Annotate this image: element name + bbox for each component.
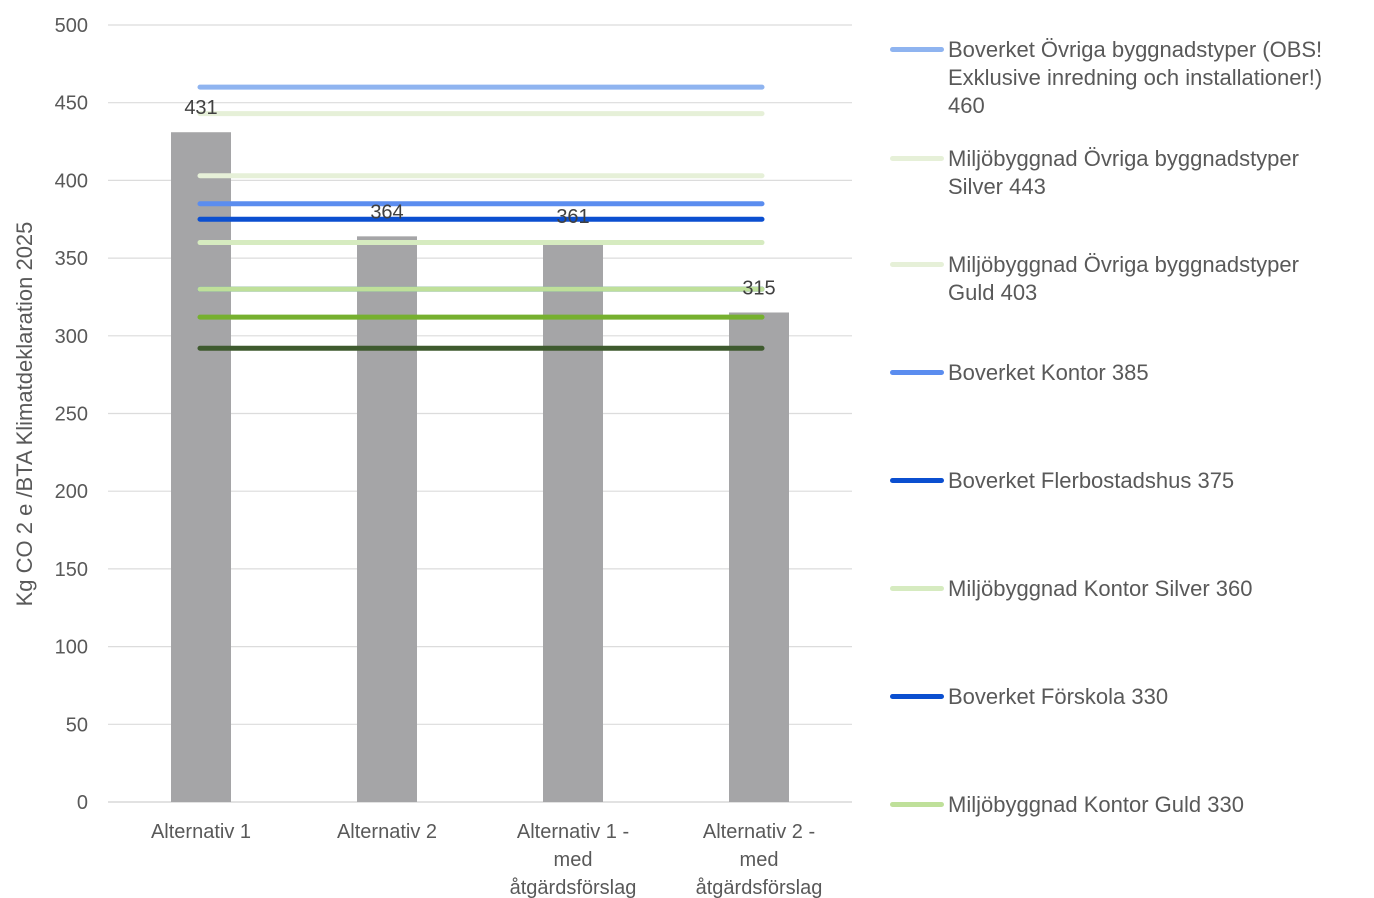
x-axis-categories: Alternativ 1 Alternativ 2 Alternativ 1 -me… — [151, 821, 822, 898]
legend-item: Miljöbyggnad Övriga byggnadstyper Silver… — [890, 145, 1368, 201]
legend-swatch — [890, 802, 944, 807]
y-tick-label: 500 — [55, 15, 88, 37]
x-tick-label: Alternativ 1 — [151, 821, 251, 843]
y-tick-label: 150 — [55, 559, 88, 581]
y-tick-label: 350 — [55, 248, 88, 270]
gridlines — [108, 24, 852, 803]
x-tick-label: Alternativ 2 -med åtgärdsförslag — [696, 821, 823, 898]
legend-swatch — [890, 262, 944, 267]
data-labels: 431 364 361 315 — [184, 97, 775, 299]
legend-item: Boverket Övriga byggnadstyper (OBS! Exkl… — [890, 36, 1368, 120]
x-tick-label: Alternativ 2 — [337, 821, 437, 843]
y-tick-label: 400 — [55, 170, 88, 192]
legend-label: Miljöbyggnad Övriga byggnadstyper Silver… — [948, 146, 1299, 199]
bars — [171, 132, 789, 803]
y-tick-label: 200 — [55, 481, 88, 503]
y-tick-label: 250 — [55, 404, 88, 426]
legend-label: Boverket Övriga byggnadstyper (OBS! Exkl… — [948, 37, 1323, 118]
legend-item: Boverket Förskola 330 — [890, 683, 1368, 711]
data-label: 315 — [742, 277, 775, 299]
data-label: 364 — [370, 201, 403, 223]
legend-label: Miljöbyggnad Kontor Silver 360 — [948, 576, 1253, 601]
y-tick-label: 100 — [55, 637, 88, 659]
data-label: 431 — [184, 97, 217, 119]
y-axis-label: Kg CO 2 e /BTA Klimatdeklaration 2025 — [12, 222, 37, 607]
legend-swatch — [890, 478, 944, 483]
bar — [171, 132, 231, 802]
y-axis-ticks: 0 50 100 150 200 250 300 350 400 450 500 — [55, 15, 88, 814]
y-tick-label: 300 — [55, 326, 88, 348]
legend-item: Miljöbyggnad Kontor Silver 360 — [890, 575, 1368, 603]
legend-label: Boverket Kontor 385 — [948, 360, 1149, 385]
legend-swatch — [890, 586, 944, 591]
legend-item: Miljöbyggnad Övriga byggnadstyper Guld 4… — [890, 251, 1368, 307]
y-tick-label: 50 — [66, 714, 88, 736]
y-tick-label: 450 — [55, 93, 88, 115]
bar — [543, 241, 603, 803]
reference-lines — [197, 84, 765, 351]
legend-swatch — [890, 156, 944, 161]
y-tick-label: 0 — [77, 792, 88, 814]
legend-swatch — [890, 370, 944, 375]
legend-item: Boverket Flerbostadshus 375 — [890, 467, 1368, 495]
legend-swatch — [890, 47, 944, 52]
legend-swatch — [890, 694, 944, 699]
bar — [729, 312, 789, 802]
legend-label: Boverket Förskola 330 — [948, 684, 1169, 709]
legend-label: Miljöbyggnad Övriga byggnadstyper Guld 4… — [948, 252, 1299, 305]
legend-label: Boverket Flerbostadshus 375 — [948, 468, 1235, 493]
bar — [357, 236, 417, 802]
legend-item: Boverket Kontor 385 — [890, 359, 1368, 387]
x-tick-label: Alternativ 1 -med åtgärdsförslag — [510, 821, 637, 898]
data-label: 361 — [556, 206, 589, 228]
legend-label: Miljöbyggnad Kontor Guld 330 — [948, 792, 1244, 817]
legend-item: Miljöbyggnad Kontor Guld 330 — [890, 791, 1368, 819]
